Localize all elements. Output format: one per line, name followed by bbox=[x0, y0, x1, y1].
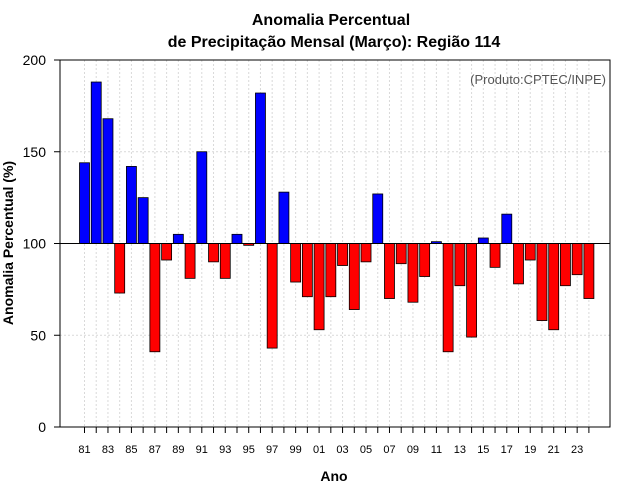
bar-2007 bbox=[384, 243, 395, 299]
x-tick-label: 01 bbox=[313, 444, 325, 456]
x-tick-label: 07 bbox=[383, 444, 395, 456]
x-tick-label: 17 bbox=[501, 444, 513, 456]
x-tick-label: 93 bbox=[219, 444, 231, 456]
x-tick-label: 23 bbox=[571, 444, 583, 456]
bar-1981 bbox=[79, 162, 90, 244]
y-tick-label: 150 bbox=[23, 144, 47, 160]
x-tick-label: 95 bbox=[243, 444, 255, 456]
bar-1993 bbox=[219, 243, 231, 279]
bar-1996 bbox=[255, 92, 266, 244]
x-tick-label: 81 bbox=[78, 444, 90, 456]
bar-2000 bbox=[301, 243, 313, 298]
bar-2022 bbox=[560, 243, 571, 287]
bar-2023 bbox=[571, 243, 583, 276]
y-axis: 0 50 100 150 200 bbox=[23, 52, 60, 435]
bars bbox=[79, 81, 595, 353]
x-tick-label: 89 bbox=[172, 444, 184, 456]
y-axis-label: Anomalia Percentual (%) bbox=[0, 161, 16, 325]
bar-2012 bbox=[442, 243, 454, 353]
bar-1997 bbox=[266, 243, 278, 349]
bar-1998 bbox=[278, 191, 290, 244]
chart-title-line1: Anomalia Percentual bbox=[252, 12, 410, 29]
x-tick-label: 15 bbox=[477, 444, 489, 456]
bar-2024 bbox=[583, 243, 595, 299]
bar-2004 bbox=[348, 243, 360, 310]
bar-1983 bbox=[102, 118, 114, 244]
bar-2010 bbox=[419, 243, 431, 277]
x-tick-label: 11 bbox=[431, 444, 442, 456]
grid-lines bbox=[60, 59, 610, 428]
x-tick-label: 87 bbox=[149, 444, 161, 456]
chart-title-line2: de Precipitação Mensal (Março): Região 1… bbox=[168, 34, 501, 51]
x-tick-label: 99 bbox=[290, 444, 302, 456]
annotation-source: (Produto:CPTEC/INPE) bbox=[470, 72, 606, 87]
x-tick-label: 83 bbox=[102, 444, 114, 456]
bar-1989 bbox=[172, 233, 184, 244]
bar-2001 bbox=[313, 243, 325, 331]
bar-2021 bbox=[548, 243, 560, 331]
bar-1990 bbox=[184, 243, 196, 279]
bar-1999 bbox=[290, 243, 302, 283]
bar-2016 bbox=[489, 243, 501, 268]
bar-1985 bbox=[126, 166, 137, 244]
bar-2019 bbox=[524, 243, 536, 261]
x-axis-label: Ano bbox=[320, 468, 347, 484]
bar-2013 bbox=[454, 243, 466, 287]
bar-1991 bbox=[196, 151, 208, 244]
bar-2002 bbox=[325, 243, 337, 298]
x-tick-label: 05 bbox=[360, 444, 372, 456]
bar-2003 bbox=[337, 243, 348, 266]
x-tick-label: 19 bbox=[524, 444, 536, 456]
x-tick-label: 85 bbox=[125, 444, 137, 456]
y-tick-label: 50 bbox=[30, 327, 46, 343]
bar-2018 bbox=[513, 243, 524, 285]
x-tick-label: 97 bbox=[266, 444, 278, 456]
bar-2015 bbox=[477, 237, 489, 244]
x-axis: 81 83 85 87 89 91 93 95 97 99 01 03 05 07 09 11 13 15 17 19… bbox=[78, 427, 590, 456]
bar-2014 bbox=[466, 243, 477, 338]
bar-1987 bbox=[149, 243, 161, 353]
y-tick-label: 100 bbox=[23, 236, 47, 252]
bar-2005 bbox=[360, 243, 372, 263]
y-tick-label: 0 bbox=[38, 419, 46, 435]
bar-1994 bbox=[231, 233, 243, 244]
bar-1984 bbox=[114, 243, 126, 294]
bar-1992 bbox=[208, 243, 219, 263]
x-tick-label: 03 bbox=[336, 444, 348, 456]
x-tick-label: 09 bbox=[407, 444, 419, 456]
x-tick-label: 13 bbox=[454, 444, 466, 456]
bar-1988 bbox=[161, 243, 173, 261]
bar-2008 bbox=[395, 243, 407, 265]
x-tick-label: 91 bbox=[196, 444, 208, 456]
bar-2017 bbox=[501, 213, 513, 244]
y-tick-label: 200 bbox=[23, 52, 47, 68]
bar-1986 bbox=[137, 197, 149, 244]
bar-1982 bbox=[90, 81, 102, 244]
bar-2006 bbox=[372, 193, 384, 244]
bar-2020 bbox=[536, 243, 548, 321]
x-tick-label: 21 bbox=[548, 444, 560, 456]
bar-2009 bbox=[407, 243, 419, 303]
